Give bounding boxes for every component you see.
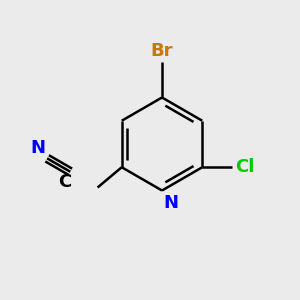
Text: Cl: Cl (235, 158, 254, 176)
Text: Br: Br (151, 42, 173, 60)
Text: N: N (164, 194, 178, 211)
Text: N: N (31, 139, 46, 157)
Text: C: C (58, 173, 72, 191)
